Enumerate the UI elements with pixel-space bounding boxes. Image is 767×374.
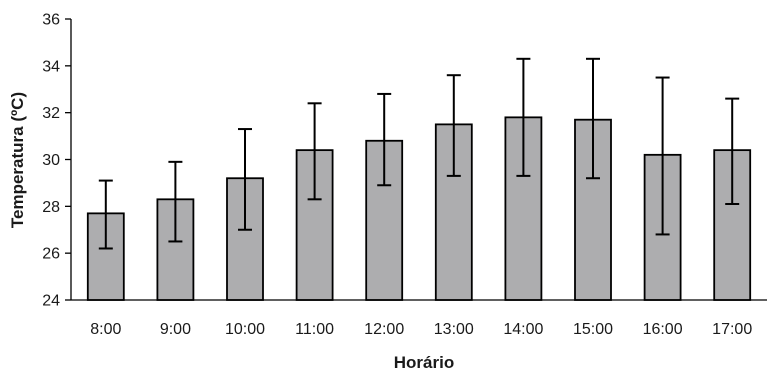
error-bar (377, 92, 392, 187)
x-tick-label: 9:00 (160, 321, 191, 338)
x-axis-tick-labels: 8:00 9:00 10:00 11:00 12:00 13:00 14:00 15:00 16… (90, 321, 752, 338)
y-tick-label: 34 (42, 58, 60, 75)
error-bar (655, 76, 670, 236)
y-axis-title: Temperatura (ºC) (8, 92, 27, 228)
x-tick-label: 13:00 (434, 321, 474, 338)
x-axis-title: Horário (394, 353, 454, 372)
x-tick-label: 16:00 (643, 321, 683, 338)
x-tick-label: 12:00 (364, 321, 404, 338)
x-tick-label: 14:00 (503, 321, 543, 338)
error-bar (238, 128, 252, 231)
bars (86, 116, 752, 301)
error-bar (98, 179, 113, 250)
x-tick-label: 11:00 (295, 321, 334, 338)
y-tick-label: 28 (42, 199, 60, 216)
error-bar (516, 57, 531, 177)
y-tick-label: 26 (42, 246, 60, 263)
x-tick-label: 10:00 (225, 321, 265, 338)
error-bars (98, 57, 740, 250)
y-tick-label: 32 (42, 105, 60, 122)
error-bar (725, 97, 740, 205)
y-tick-label: 24 (42, 293, 60, 310)
y-tick-label: 36 (42, 12, 60, 29)
y-tick-label: 30 (42, 152, 60, 169)
y-axis: 24 26 28 30 32 34 36 (42, 12, 767, 310)
error-bar (307, 102, 322, 201)
x-tick-label: 17:00 (712, 321, 752, 338)
error-bar (586, 57, 600, 180)
error-bar (446, 74, 461, 177)
x-tick-label: 15:00 (573, 321, 613, 338)
error-bar (168, 160, 183, 243)
x-tick-label: 8:00 (90, 321, 121, 338)
